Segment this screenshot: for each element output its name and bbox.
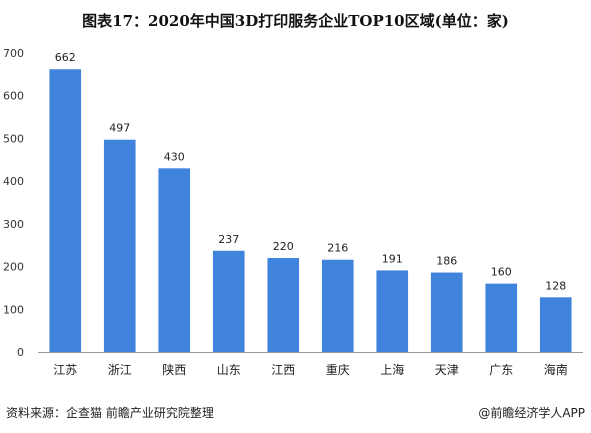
bar-value-label: 160 — [491, 266, 512, 279]
source-note: 资料来源：企查猫 前瞻产业研究院整理 — [6, 406, 214, 420]
bar — [376, 270, 409, 352]
y-tick-label: 0 — [17, 346, 24, 359]
bar — [49, 69, 82, 352]
bar — [539, 297, 572, 352]
bar-value-label: 220 — [273, 240, 294, 253]
bar — [158, 168, 191, 352]
x-category-label: 天津 — [435, 363, 459, 377]
y-tick-label: 500 — [3, 132, 24, 145]
x-category-label: 海南 — [544, 362, 568, 377]
bar-value-label: 662 — [55, 51, 76, 64]
bar-value-label: 216 — [327, 242, 348, 255]
brand-watermark: @前瞻经济学人APP — [478, 406, 585, 420]
x-category-label: 上海 — [380, 362, 404, 377]
y-tick-label: 400 — [3, 175, 24, 188]
bar — [485, 283, 518, 352]
x-category-label: 浙江 — [108, 363, 132, 377]
y-tick-label: 200 — [3, 261, 24, 274]
x-category-label: 广东 — [489, 363, 513, 377]
bar-value-label: 497 — [109, 122, 130, 135]
bar — [212, 250, 245, 352]
bar-value-label: 430 — [164, 150, 185, 163]
bar — [103, 139, 136, 352]
x-category-label: 重庆 — [326, 363, 350, 377]
y-tick-label: 700 — [3, 47, 24, 60]
y-tick-label: 600 — [3, 90, 24, 103]
bar-value-label: 186 — [436, 255, 457, 268]
x-axis: 江苏 浙江 陕西 山东 江西 重庆 上海 天津 广东 海南 — [53, 362, 568, 377]
bar — [321, 259, 354, 352]
x-category-label: 陕西 — [162, 362, 186, 377]
y-axis: 0 100 200 300 400 500 600 700 — [3, 47, 24, 359]
bar-value-label: 128 — [545, 279, 566, 292]
bars-group — [49, 69, 572, 352]
x-category-label: 山东 — [217, 363, 241, 377]
y-tick-label: 300 — [3, 218, 24, 231]
x-category-label: 江西 — [271, 363, 295, 377]
bar — [267, 258, 300, 352]
y-tick-label: 100 — [3, 303, 24, 316]
x-category-label: 江苏 — [53, 363, 77, 377]
bar-value-label: 191 — [382, 252, 403, 265]
chart-title: 图表17：2020年中国3D打印服务企业TOP10区域(单位：家) — [82, 12, 509, 30]
bar-value-label: 237 — [218, 233, 239, 246]
bar — [430, 272, 463, 352]
data-labels-group: 662 497 430 237 220 216 191 186 160 128 — [55, 51, 567, 292]
